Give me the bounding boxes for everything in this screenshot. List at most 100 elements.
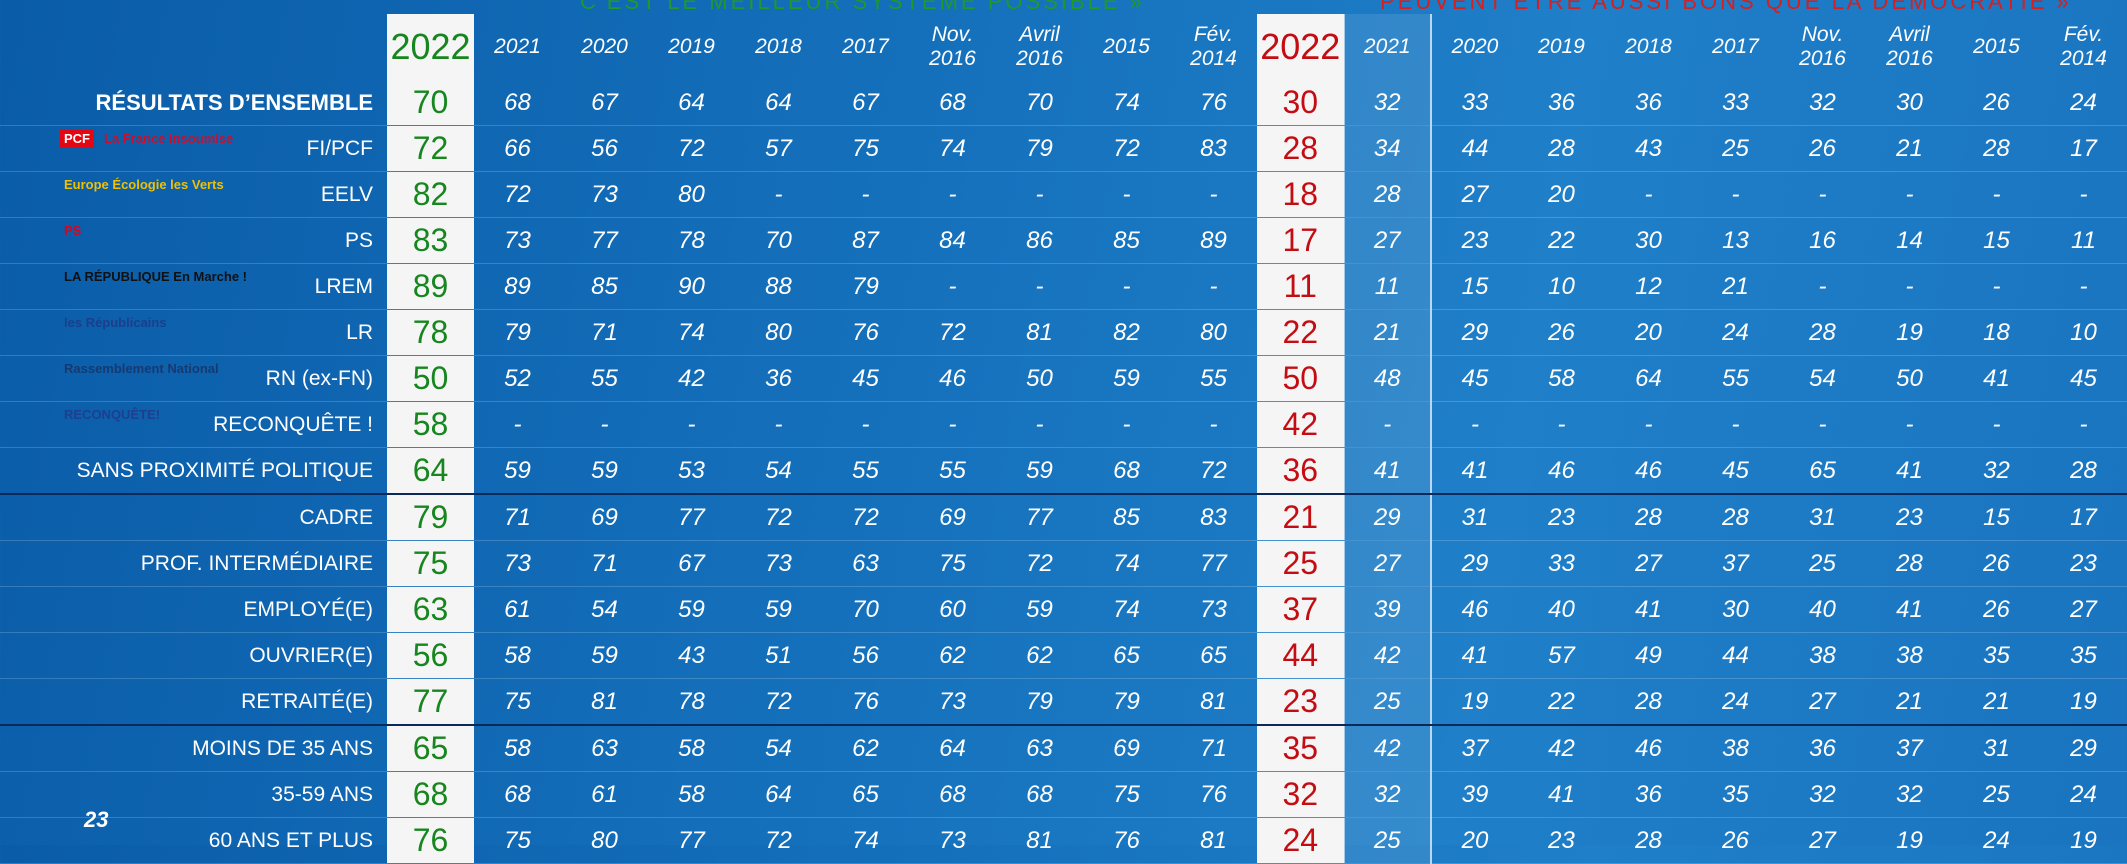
cell: 57: [1518, 632, 1605, 679]
cell: 25: [1343, 817, 1432, 864]
cell: 79: [996, 678, 1083, 726]
cell: 63: [822, 540, 909, 587]
cell: 36: [735, 355, 822, 402]
cell: 55: [1170, 355, 1257, 402]
cell: 44: [1692, 632, 1779, 679]
cell: 42: [1343, 632, 1432, 679]
cell: 49: [1605, 632, 1692, 679]
cell: 72: [387, 125, 474, 172]
cell: 77: [648, 817, 735, 864]
cell: -: [1343, 401, 1432, 448]
cell: 61: [474, 586, 561, 633]
cell: 26: [1779, 125, 1866, 172]
cell: -: [1170, 263, 1257, 310]
row: LA RÉPUBLIQUE En Marche ! LREM 89 89 85 90 88 7…: [0, 263, 2127, 310]
cell: 28: [1953, 125, 2040, 172]
cell: 73: [561, 171, 648, 218]
column-header: 2019: [1538, 35, 1585, 58]
row: CADRE 79 71 69 77 72 72 69 77 85 83 21 29 31 23 28 28 31 2…: [0, 494, 2127, 541]
cell: 63: [996, 725, 1083, 772]
cell: 68: [474, 80, 561, 126]
cell: 85: [1083, 494, 1170, 541]
cell: 21: [1866, 678, 1953, 726]
cell: 73: [909, 817, 996, 864]
cell: 20: [1431, 817, 1518, 864]
cell: 27: [1343, 540, 1432, 587]
cell: 76: [387, 817, 474, 864]
row: PROF. INTERMÉDIAIRE 75 73 71 67 73 63 75 72 74 77 2…: [0, 540, 2127, 587]
cell: 45: [822, 355, 909, 402]
cell: 57: [735, 125, 822, 172]
cell: 89: [387, 263, 474, 310]
cell: 72: [909, 309, 996, 356]
row-label: Europe Écologie les Verts EELV: [0, 171, 387, 218]
cell: 31: [1431, 494, 1518, 541]
row-label-text: PS: [344, 228, 373, 252]
cell: 69: [909, 494, 996, 541]
cell: 79: [822, 263, 909, 310]
cell: 42: [1257, 401, 1344, 448]
cell: 74: [909, 125, 996, 172]
cell: 33: [1518, 540, 1605, 587]
cell: -: [474, 401, 561, 448]
cell: 55: [1692, 355, 1779, 402]
cell: 32: [1779, 771, 1866, 818]
cell: 59: [735, 586, 822, 633]
cell: -: [1170, 401, 1257, 448]
cell: 56: [822, 632, 909, 679]
cell: 70: [822, 586, 909, 633]
cell: 72: [735, 678, 822, 726]
cell: 33: [1692, 80, 1779, 126]
cell: 32: [1343, 80, 1432, 126]
cell: 79: [474, 309, 561, 356]
cell: 64: [387, 447, 474, 495]
cell: 81: [1170, 678, 1257, 726]
cell: 77: [996, 494, 1083, 541]
column-header: 2021: [494, 35, 541, 58]
title-left: C’EST LE MEILLEUR SYSTÈME POSSIBLE »: [580, 0, 1145, 14]
cell: 25: [1343, 678, 1432, 726]
cell: 38: [1692, 725, 1779, 772]
cell: 39: [1343, 586, 1432, 633]
cell: 28: [1257, 125, 1344, 172]
cell: 62: [909, 632, 996, 679]
cell: 25: [1953, 771, 2040, 818]
cell: 35: [1257, 725, 1344, 772]
column-header: 2021: [1343, 14, 1432, 80]
cell: 35: [1692, 771, 1779, 818]
cell: 31: [1779, 494, 1866, 541]
cell: 41: [1953, 355, 2040, 402]
page-number: 23: [84, 807, 109, 832]
cell: 27: [1605, 540, 1692, 587]
cell: 46: [909, 355, 996, 402]
cell: 36: [1605, 80, 1692, 126]
cell: 80: [648, 171, 735, 218]
cell: 27: [2040, 586, 2127, 633]
logo-text: PCF: [60, 130, 94, 148]
row-label: RECONQUÊTE! RECONQUÊTE !: [0, 401, 387, 448]
cell: 13: [1692, 217, 1779, 264]
cell: -: [1083, 401, 1170, 448]
cell: -: [1866, 401, 1953, 448]
cell: 84: [909, 217, 996, 264]
cell: 26: [1953, 540, 2040, 587]
cell: 78: [387, 309, 474, 356]
logo-text: Europe Écologie les Verts: [64, 177, 224, 192]
cell: 73: [1170, 586, 1257, 633]
cell: 30: [1692, 586, 1779, 633]
cell: -: [1779, 263, 1866, 310]
cell: 54: [1779, 355, 1866, 402]
cell: 17: [1257, 217, 1344, 264]
cell: 26: [1518, 309, 1605, 356]
cell: 72: [822, 494, 909, 541]
row-label: PS PS: [0, 217, 387, 264]
cell: 37: [1692, 540, 1779, 587]
column-header: 2017: [842, 35, 889, 58]
cell: 32: [1257, 771, 1344, 818]
cell: 41: [1605, 586, 1692, 633]
cell: 77: [648, 494, 735, 541]
cell: -: [909, 171, 996, 218]
cell: -: [1692, 171, 1779, 218]
cell: 69: [1083, 725, 1170, 772]
cell: 64: [909, 725, 996, 772]
